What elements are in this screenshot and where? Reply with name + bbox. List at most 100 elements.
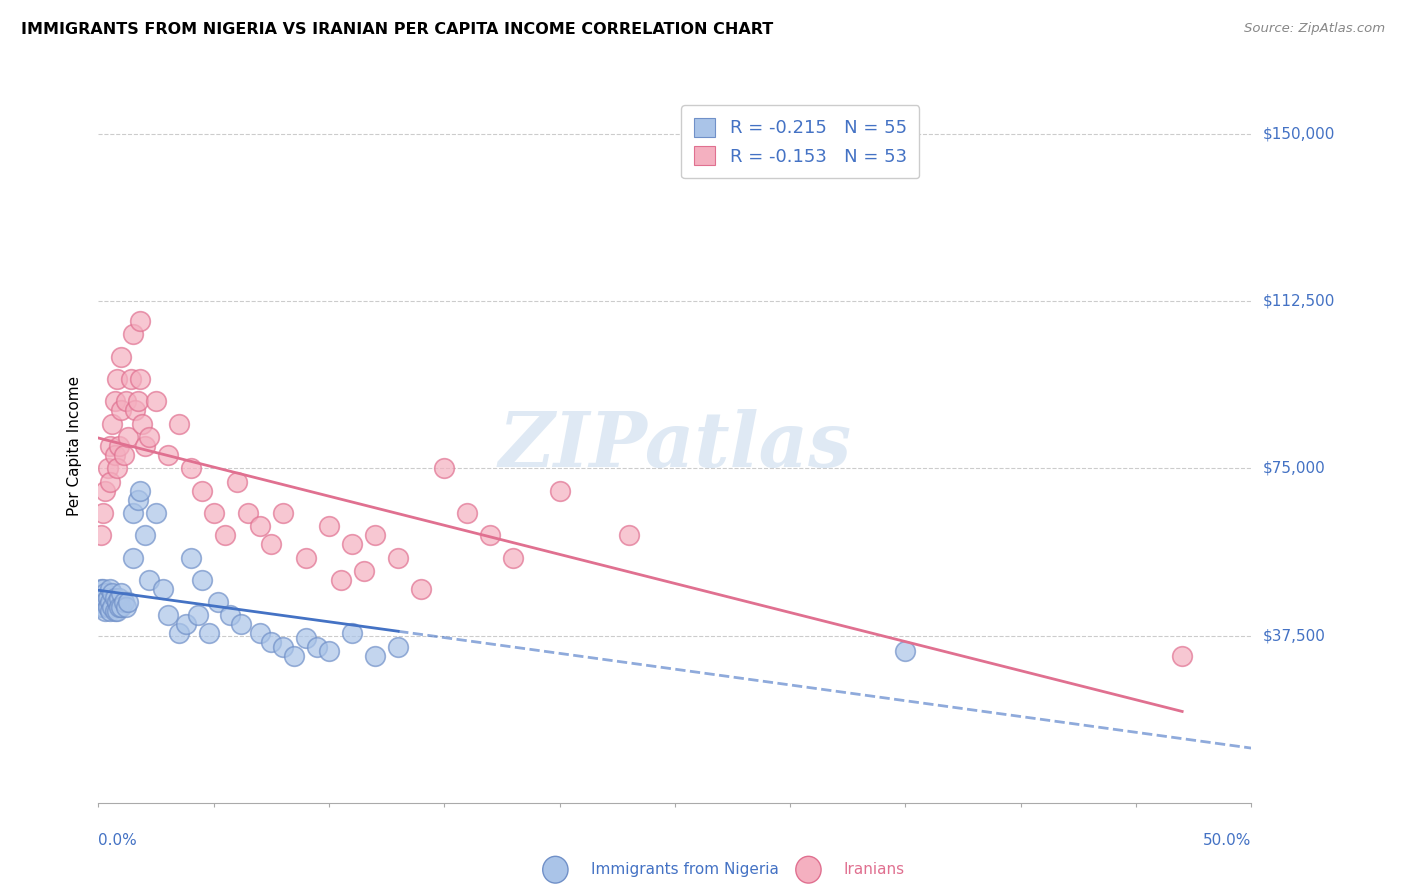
Text: 50.0%: 50.0% xyxy=(1204,833,1251,848)
Point xyxy=(167,626,190,640)
Text: $37,500: $37,500 xyxy=(1263,628,1326,643)
Point xyxy=(329,573,352,587)
Point xyxy=(134,528,156,542)
Point xyxy=(307,640,329,654)
Point xyxy=(122,327,145,342)
Point xyxy=(103,604,125,618)
Point xyxy=(271,506,294,520)
Text: Immigrants from Nigeria: Immigrants from Nigeria xyxy=(591,863,779,877)
Text: $75,000: $75,000 xyxy=(1263,461,1326,475)
Point xyxy=(112,448,135,462)
Point xyxy=(117,595,139,609)
Point xyxy=(180,550,202,565)
Point xyxy=(94,483,117,498)
Text: Source: ZipAtlas.com: Source: ZipAtlas.com xyxy=(1244,22,1385,36)
Point xyxy=(117,430,139,444)
Point xyxy=(115,599,138,614)
Point xyxy=(105,604,128,618)
Point xyxy=(411,582,433,596)
Point xyxy=(112,595,135,609)
Text: 0.0%: 0.0% xyxy=(98,833,138,848)
Point xyxy=(129,483,152,498)
Point xyxy=(340,537,363,551)
Point xyxy=(110,586,132,600)
Point xyxy=(138,430,160,444)
Point xyxy=(167,417,190,431)
Point xyxy=(97,599,120,614)
Point xyxy=(105,461,128,475)
Point xyxy=(894,644,917,658)
Point xyxy=(94,604,117,618)
Point xyxy=(214,528,236,542)
Point xyxy=(134,439,156,453)
Point xyxy=(108,591,131,605)
Point xyxy=(122,506,145,520)
Point xyxy=(231,617,253,632)
Point xyxy=(122,550,145,565)
Point xyxy=(202,506,225,520)
Point xyxy=(101,586,124,600)
Point xyxy=(456,506,478,520)
Point xyxy=(103,448,125,462)
Point xyxy=(127,492,149,507)
Point xyxy=(105,372,128,386)
Point xyxy=(97,591,120,605)
Point xyxy=(108,439,131,453)
Point xyxy=(91,506,114,520)
Point xyxy=(156,608,179,623)
Point xyxy=(90,599,112,614)
Point xyxy=(91,599,114,614)
Point xyxy=(94,586,117,600)
Point xyxy=(98,604,121,618)
Point xyxy=(115,394,138,409)
Point xyxy=(91,582,114,596)
Point xyxy=(617,528,640,542)
Point xyxy=(152,582,174,596)
Point xyxy=(108,599,131,614)
Point xyxy=(98,475,121,489)
Point xyxy=(127,394,149,409)
Point xyxy=(249,519,271,533)
Legend: R = -0.215   N = 55, R = -0.153   N = 53: R = -0.215 N = 55, R = -0.153 N = 53 xyxy=(681,105,920,178)
Point xyxy=(90,582,112,596)
Point xyxy=(502,550,524,565)
Point xyxy=(295,631,318,645)
Point xyxy=(145,394,167,409)
Point xyxy=(120,372,142,386)
Point xyxy=(138,573,160,587)
Point xyxy=(191,483,214,498)
Point xyxy=(198,626,221,640)
Point xyxy=(249,626,271,640)
Point xyxy=(260,635,283,649)
Point xyxy=(318,519,340,533)
Point xyxy=(105,595,128,609)
Point xyxy=(101,599,124,614)
Point xyxy=(1171,648,1194,663)
Point xyxy=(479,528,502,542)
Point xyxy=(271,640,294,654)
Point xyxy=(101,417,124,431)
Text: $112,500: $112,500 xyxy=(1263,293,1334,309)
Point xyxy=(103,591,125,605)
Point xyxy=(98,439,121,453)
Text: IMMIGRANTS FROM NIGERIA VS IRANIAN PER CAPITA INCOME CORRELATION CHART: IMMIGRANTS FROM NIGERIA VS IRANIAN PER C… xyxy=(21,22,773,37)
Point xyxy=(318,644,340,658)
Point xyxy=(218,608,240,623)
Point xyxy=(98,582,121,596)
Point xyxy=(90,591,112,605)
Point xyxy=(238,506,260,520)
Point xyxy=(110,350,132,364)
Point xyxy=(129,372,152,386)
Y-axis label: Per Capita Income: Per Capita Income xyxy=(67,376,83,516)
Point xyxy=(548,483,571,498)
Point xyxy=(98,595,121,609)
Point xyxy=(174,617,197,632)
Point xyxy=(90,528,112,542)
Point xyxy=(97,461,120,475)
Point xyxy=(131,417,153,431)
Point xyxy=(124,403,146,417)
Point xyxy=(353,564,375,578)
Point xyxy=(260,537,283,551)
Text: Iranians: Iranians xyxy=(844,863,904,877)
Point xyxy=(340,626,363,640)
